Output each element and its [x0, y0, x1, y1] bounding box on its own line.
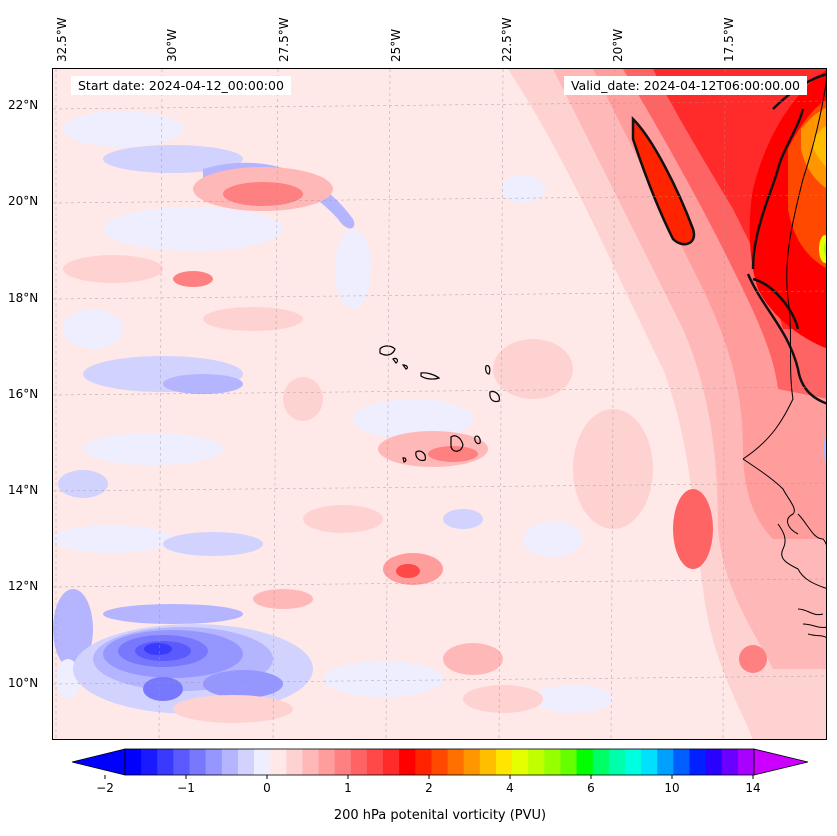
- colorbar-cell: [270, 749, 287, 775]
- colorbar-cell: [641, 749, 658, 775]
- colorbar-cell: [302, 749, 320, 775]
- colorbar-title: 200 hPa potenital vorticity (PVU): [333, 808, 547, 823]
- coastlines: [742, 79, 826, 639]
- colorbar-tick-label: 0: [263, 781, 271, 795]
- lon-label-27-5w: 27.5°W: [277, 17, 291, 62]
- lat-label-10n: 10°N: [8, 676, 39, 690]
- lat-label-12n: 12°N: [8, 579, 39, 593]
- colorbar-cell: [334, 749, 352, 775]
- colorbar-cell: [350, 749, 368, 775]
- lat-label-20n: 20°N: [8, 194, 39, 208]
- colorbar-cell: [624, 749, 642, 775]
- colorbar-cell: [592, 749, 610, 775]
- colorbar-cell: [512, 749, 529, 775]
- colorbar-cell: [221, 749, 239, 775]
- colorbar-cell: [560, 749, 578, 775]
- colorbar-tick-label: −2: [96, 781, 114, 795]
- colorbar-cell: [431, 749, 449, 775]
- colorbar-cell: [173, 749, 191, 775]
- negative-pv-patches: [53, 111, 613, 713]
- lon-label-17-5w: 17.5°W: [722, 17, 736, 62]
- colorbar-tick-label: 14: [745, 781, 761, 795]
- colorbar-tick-label: −1: [177, 781, 195, 795]
- colorbar-cells: [125, 749, 755, 775]
- colorbar-cell: [737, 749, 755, 775]
- colorbar-cell: [415, 749, 432, 775]
- colorbar-cell: [544, 749, 561, 775]
- colorbar-cell: [189, 749, 207, 775]
- lat-label-22n: 22°N: [8, 98, 39, 112]
- colorbar-cell: [495, 749, 513, 775]
- colorbar-cell: [705, 749, 723, 775]
- colorbar-cell: [366, 749, 384, 775]
- colorbar-cell: [141, 749, 158, 775]
- lat-label-18n: 18°N: [8, 291, 39, 305]
- colorbar-ticks: [104, 775, 754, 779]
- colorbar-cell: [157, 749, 174, 775]
- colorbar-high-extend: [754, 749, 808, 775]
- colorbar-tick-label: 6: [587, 781, 595, 795]
- colorbar-cell: [383, 749, 400, 775]
- colorbar-cell: [286, 749, 303, 775]
- lat-label-16n: 16°N: [8, 387, 39, 401]
- colorbar-tick-label: 4: [506, 781, 514, 795]
- colorbar-cell: [447, 749, 465, 775]
- colorbar-cell: [576, 749, 594, 775]
- colorbar-high-outline: [753, 748, 809, 776]
- colorbar-cell: [657, 749, 674, 775]
- lon-label-25w: 25°W: [389, 28, 403, 62]
- pv-field-map: [53, 69, 826, 739]
- lon-label-30w: 30°W: [165, 28, 179, 62]
- colorbar-tick-label: 10: [664, 781, 680, 795]
- colorbar-cell: [205, 749, 223, 775]
- colorbar-cell: [254, 749, 271, 775]
- blue-minima: [73, 162, 355, 714]
- map-panel: [52, 68, 827, 740]
- colorbar-tick-label: 1: [344, 781, 352, 795]
- colorbar-cell: [237, 749, 255, 775]
- lon-label-20w: 20°W: [611, 28, 625, 62]
- lat-label-14n: 14°N: [8, 483, 39, 497]
- colorbar-cell: [479, 749, 497, 775]
- colorbar: [71, 748, 809, 779]
- colorbar-tick-label: 2: [425, 781, 433, 795]
- cape-verde-islands: [379, 345, 500, 463]
- colorbar-cell: [673, 749, 690, 775]
- colorbar-cell: [125, 749, 142, 775]
- colorbar-cell: [463, 749, 481, 775]
- colorbar-cell: [318, 749, 336, 775]
- colorbar-cell: [399, 749, 416, 775]
- colorbar-cell: [689, 749, 707, 775]
- colorbar-cell: [528, 749, 545, 775]
- start-date-label: Start date: 2024-04-12_00:00:00: [71, 76, 291, 95]
- colorbar-cell: [721, 749, 739, 775]
- lon-label-22-5w: 22.5°W: [500, 17, 514, 62]
- lon-label-32-5w: 32.5°W: [55, 17, 69, 62]
- map-gridlines: [53, 69, 826, 739]
- colorbar-low-extend: [72, 749, 125, 775]
- colorbar-low-outline: [71, 748, 126, 776]
- valid-date-label: Valid_date: 2024-04-12T06:00:00.00: [563, 76, 807, 95]
- colorbar-cell: [608, 749, 626, 775]
